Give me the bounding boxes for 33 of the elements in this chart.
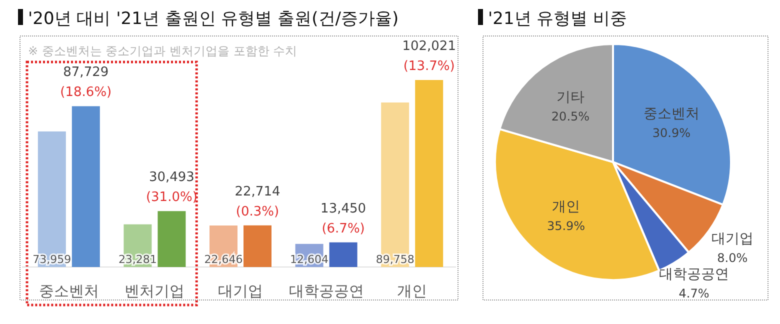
annotation: (31.0%) <box>146 190 198 206</box>
bar <box>158 211 186 267</box>
annotation: (6.7%) <box>322 221 365 236</box>
text: ※ 중소벤처는 중소기업과 벤처기업을 포함한 수치 <box>28 44 298 58</box>
data-label: 4.7% <box>678 286 710 301</box>
x-tick-label: 중소벤처 <box>38 282 99 300</box>
data-label: 87,729 <box>63 65 109 80</box>
x-tick-label: 개인 <box>397 282 428 300</box>
x-tick-label: 벤처기업 <box>124 282 185 300</box>
x-tick-label: 대기업 <box>218 282 263 300</box>
data-label: 20.5% <box>551 109 590 124</box>
data-label: 102,021 <box>402 39 456 54</box>
slice-label: 대기업 <box>711 231 754 248</box>
data-label: 30.9% <box>652 126 690 140</box>
data-label: 35.9% <box>546 218 586 233</box>
chart-title: '21년 유형별 비중 <box>488 9 628 29</box>
bar <box>415 80 444 267</box>
data-label: 8.0% <box>717 251 748 266</box>
data-label: 22,714 <box>234 184 280 200</box>
slice-label: 개인 <box>552 198 580 215</box>
x-tick-label: 대학공공연 <box>288 282 364 300</box>
data-label: 30,493 <box>148 170 194 186</box>
chart-title: '20년 대비 '21년 출원인 유형별 출원(건/증가율) <box>28 9 399 29</box>
annotation: (18.6%) <box>60 85 112 100</box>
bar <box>329 242 358 267</box>
bar <box>72 106 100 267</box>
annotation: (13.7%) <box>403 59 455 74</box>
annotation: (0.3%) <box>236 204 280 220</box>
bar <box>244 225 272 267</box>
data-label: 13,450 <box>320 201 366 216</box>
slice-label: 기타 <box>556 89 584 106</box>
slice-label: 중소벤처 <box>643 106 700 122</box>
slice-label: 대학공공연 <box>659 266 730 283</box>
